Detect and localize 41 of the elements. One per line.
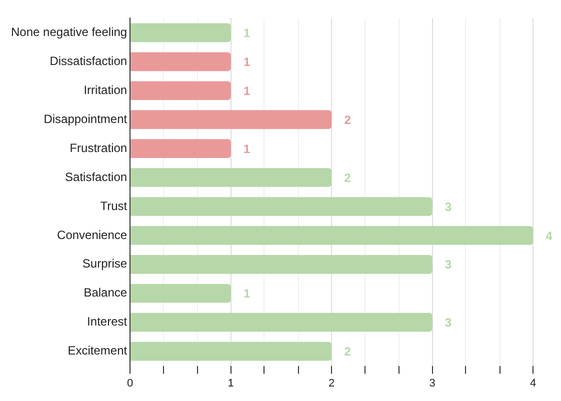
x-tick-label: 4 [530,377,536,390]
bar [130,139,231,158]
bar [130,23,231,42]
bar [130,52,231,72]
x-tick-label: 3 [429,377,436,390]
y-tick-label: Satisfaction [65,170,128,184]
data-label: 1 [243,286,250,301]
data-label: 3 [444,200,452,214]
y-tick-label: Irritation [84,82,128,97]
x-tick-label: 2 [328,377,335,390]
y-tick-label: Frustration [70,140,128,155]
data-label: 1 [243,142,250,156]
data-label: 1 [243,54,250,69]
data-label: 3 [444,316,452,330]
y-tick-label: Interest [87,314,128,329]
bar [130,312,432,332]
bar [130,226,533,245]
bar [130,110,332,129]
bar [130,284,231,303]
bar [130,81,231,100]
y-tick-label: Dissatisfaction [50,54,128,68]
data-label: 1 [243,26,250,40]
y-tick-label: Trust [100,198,128,213]
bar [130,342,332,361]
y-tick-label: Disappointment [44,112,128,126]
y-tick-label: Surprise [82,256,128,271]
bar [130,168,332,187]
data-label: 2 [344,344,352,359]
data-label: 3 [444,258,452,272]
y-tick-label: Convenience [57,228,128,242]
y-tick-label: Balance [84,286,128,300]
data-label: 2 [344,112,352,127]
y-tick-label: Excitement [68,344,128,358]
x-tick-label: 1 [228,377,234,390]
y-tick-label: None negative feeling [10,24,128,39]
bar [130,255,432,274]
data-label: 2 [344,170,352,185]
data-label: 1 [243,84,250,98]
bar [130,197,432,216]
x-tick-label: 0 [127,377,134,390]
data-label: 4 [546,228,553,243]
